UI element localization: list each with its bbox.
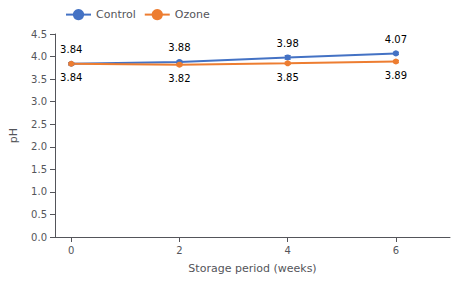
svg-text:1.0: 1.0 bbox=[31, 186, 47, 197]
svg-text:2: 2 bbox=[176, 245, 182, 256]
svg-text:0.0: 0.0 bbox=[31, 232, 47, 243]
svg-text:6: 6 bbox=[393, 245, 399, 256]
svg-text:3.88: 3.88 bbox=[168, 42, 190, 53]
svg-text:2.5: 2.5 bbox=[31, 119, 47, 130]
svg-text:4: 4 bbox=[284, 245, 290, 256]
svg-text:4.5: 4.5 bbox=[31, 29, 47, 40]
svg-text:0: 0 bbox=[68, 245, 74, 256]
svg-text:4.07: 4.07 bbox=[385, 34, 407, 45]
svg-text:2.0: 2.0 bbox=[31, 141, 47, 152]
svg-text:4.0: 4.0 bbox=[31, 51, 47, 62]
svg-text:3.85: 3.85 bbox=[277, 72, 299, 83]
svg-text:3.5: 3.5 bbox=[31, 74, 47, 85]
svg-text:3.84: 3.84 bbox=[60, 72, 82, 83]
svg-text:3.84: 3.84 bbox=[60, 44, 82, 55]
svg-text:3.89: 3.89 bbox=[385, 70, 407, 81]
svg-text:3.0: 3.0 bbox=[31, 96, 47, 107]
svg-text:Storage period (weeks): Storage period (weeks) bbox=[188, 262, 316, 275]
svg-text:1.5: 1.5 bbox=[31, 164, 47, 175]
svg-text:pH: pH bbox=[7, 128, 20, 143]
svg-text:Ozone: Ozone bbox=[175, 8, 210, 21]
svg-text:Control: Control bbox=[96, 8, 136, 21]
svg-text:3.98: 3.98 bbox=[277, 38, 299, 49]
svg-text:3.82: 3.82 bbox=[168, 73, 190, 84]
svg-text:0.5: 0.5 bbox=[31, 209, 47, 220]
